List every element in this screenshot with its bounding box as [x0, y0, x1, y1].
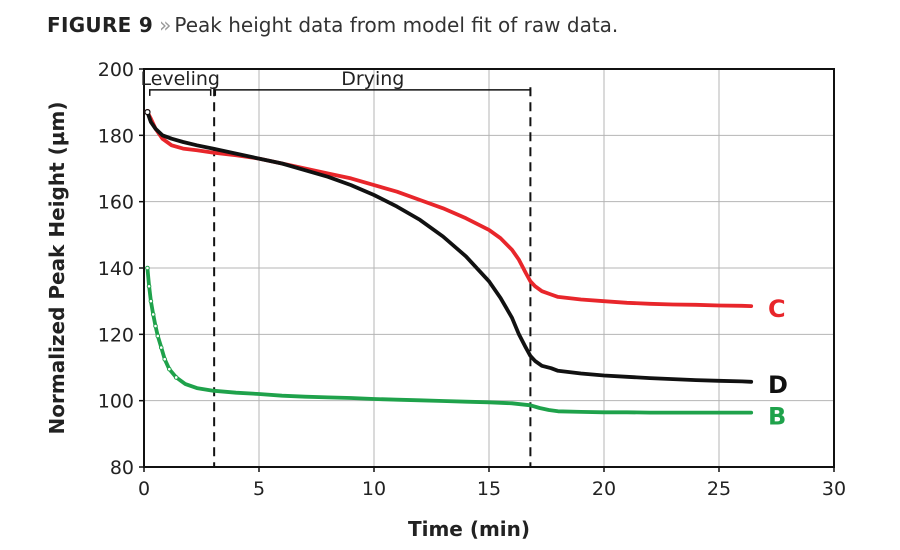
series-label-C: C — [768, 295, 786, 323]
phase-label: Drying — [341, 68, 404, 90]
caption-separator: » — [159, 13, 172, 37]
series-marker-B — [148, 298, 154, 304]
x-tick-label: 15 — [477, 478, 501, 500]
x-tick-label: 30 — [822, 478, 846, 500]
series-marker-B — [155, 333, 161, 339]
y-axis-title: Normalized Peak Height (µm) — [45, 102, 69, 435]
series-marker-B — [158, 345, 164, 350]
y-tick-label: 180 — [98, 125, 134, 147]
series-line-C — [145, 110, 754, 309]
series-marker-B — [153, 323, 158, 329]
series-marker-B — [145, 265, 150, 271]
phase-label: Leveling — [140, 68, 220, 90]
x-axis-title: Time (min) — [408, 517, 530, 541]
series-label-B: B — [768, 403, 786, 431]
series-marker-B — [150, 312, 156, 317]
series-marker-B — [167, 366, 172, 372]
figure-caption: FIGURE 9» Peak height data from model fit… — [47, 13, 618, 37]
y-tick-label: 140 — [98, 258, 134, 280]
series-line-B — [145, 266, 754, 415]
phase-bracket — [149, 89, 212, 96]
x-tick-label: 20 — [592, 478, 616, 500]
y-tick-label: 120 — [98, 324, 134, 346]
series-marker-B — [162, 356, 167, 362]
phase-bracket — [214, 89, 532, 96]
series-marker-B — [146, 283, 152, 289]
x-tick-label: 25 — [707, 478, 731, 500]
y-tick-label: 100 — [98, 391, 134, 413]
figure-title: Peak height data from model fit of raw d… — [174, 13, 619, 37]
series-line-D — [145, 110, 754, 384]
x-tick-label: 5 — [253, 478, 265, 500]
y-tick-label: 160 — [98, 192, 134, 214]
x-tick-label: 0 — [138, 478, 150, 500]
figure-number: FIGURE 9 — [47, 13, 154, 37]
series-label-D: D — [768, 371, 788, 399]
y-tick-label: 80 — [110, 457, 134, 479]
y-tick-label: 200 — [98, 59, 134, 81]
series-marker-B — [173, 375, 179, 380]
x-tick-label: 10 — [362, 478, 386, 500]
series-marker-D — [144, 109, 151, 116]
